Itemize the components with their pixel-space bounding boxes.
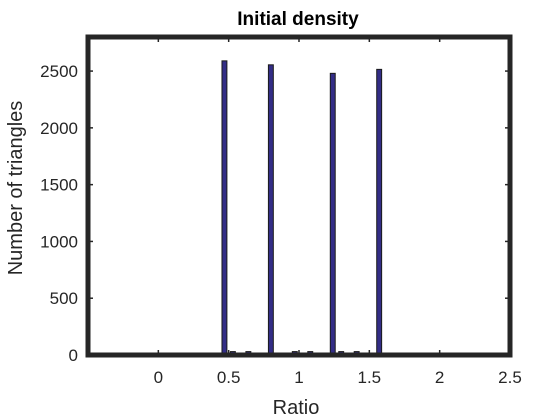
x-tick-label: 0.5 — [217, 368, 241, 387]
x-tick-label: 1 — [294, 368, 303, 387]
x-axis-label: Ratio — [273, 397, 320, 419]
plot-background — [88, 37, 510, 355]
y-tick-label: 500 — [50, 289, 78, 308]
x-tick-label: 0 — [154, 368, 163, 387]
axes-box — [85, 34, 513, 358]
y-tick-label: 1500 — [40, 176, 78, 195]
x-tick-label: 1.5 — [358, 368, 382, 387]
y-axis-label: Number of triangles — [5, 101, 27, 276]
chart-title: Initial density — [237, 9, 359, 30]
y-tick-label: 2000 — [40, 119, 78, 138]
x-tick-label: 2 — [435, 368, 444, 387]
x-tick-label: 2.5 — [498, 368, 522, 387]
y-tick-label: 2500 — [40, 62, 78, 81]
histogram-bar — [221, 60, 228, 356]
histogram-bar — [329, 72, 336, 356]
x-tick-labels: 0 0.5 1 1.5 2 2.5 — [154, 368, 522, 387]
plot-area — [88, 37, 510, 355]
y-tick-label: 1000 — [40, 232, 78, 251]
y-tick-label: 0 — [69, 346, 78, 365]
histogram-bar — [376, 68, 383, 356]
y-tick-labels: 0 500 1000 1500 2000 2500 — [40, 62, 78, 365]
histogram-bar — [267, 64, 274, 356]
